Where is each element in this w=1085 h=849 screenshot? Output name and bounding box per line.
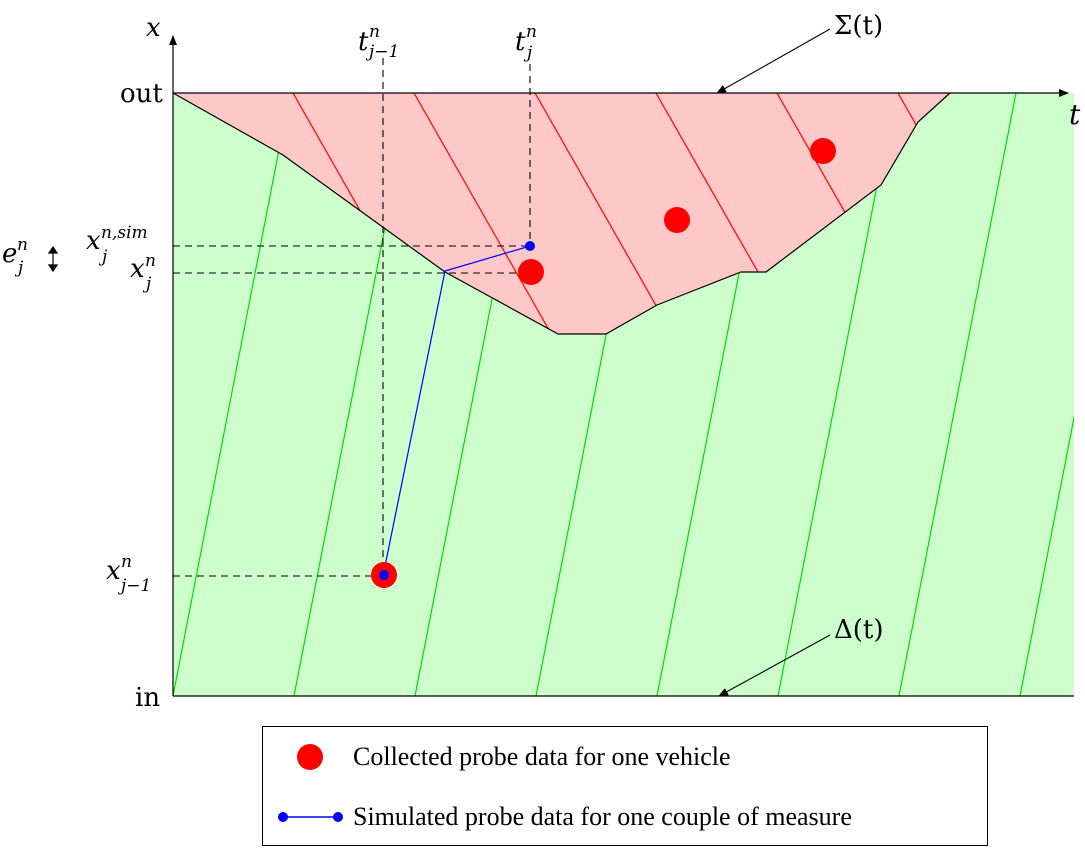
svg-text:n: n [526,22,537,42]
svg-text:t: t [358,27,369,57]
svg-text:n: n [369,22,380,42]
guide-lines [173,58,531,577]
svg-text:n: n [121,552,132,572]
upper-boundary-label: Σ(t) [834,11,883,41]
svg-text:j−1: j−1 [365,42,399,62]
simulated-marker-icon [278,812,343,822]
out-label: out [120,79,163,109]
svg-text:j−1: j−1 [117,576,151,596]
svg-text:x: x [86,226,101,256]
svg-text:j: j [523,43,533,63]
in-label: in [135,683,160,713]
sigma-pointer-arrow [716,28,831,94]
error-label: e n j [2,235,28,278]
legend-item-collected: Collected probe data for one vehicle [263,737,987,777]
legend-item-simulated: Simulated probe data for one couple of m… [263,797,987,837]
x-meas-label: x n j [130,251,156,294]
svg-text:j: j [98,247,108,267]
svg-text:x: x [106,556,121,586]
lower-boundary-label: Δ(t) [834,615,884,645]
svg-text:j: j [142,274,152,294]
svg-text:n: n [17,235,28,255]
x-sim-label: x n,sim j [86,223,148,267]
free-flow-region [173,93,1074,696]
congested-region [173,93,950,334]
shock-boundary [172,92,951,335]
probe-point [518,259,544,285]
simulated-point [379,570,389,580]
svg-text:x: x [130,254,145,284]
legend-label-simulated: Simulated probe data for one couple of m… [353,802,852,831]
svg-text:n,sim: n,sim [101,223,148,243]
t-prev-label: t n j−1 [358,22,399,62]
legend: Collected probe data for one vehicle Sim… [262,726,988,846]
x-prev-label: x n j−1 [106,552,151,596]
probe-point [664,207,690,233]
svg-text:n: n [145,251,156,271]
probe-marker-icon [297,744,323,770]
probe-point [810,138,836,164]
delta-pointer-arrow [718,634,831,697]
simulated-trajectory [382,245,531,577]
svg-text:j: j [14,258,24,278]
x-axis-label: x [146,13,161,43]
t-axis-label: t [1069,98,1081,131]
simulated-point [525,241,535,251]
svg-text:t: t [515,27,526,57]
error-double-arrow-icon [47,245,59,273]
t-curr-label: t n j [515,22,537,63]
legend-label-collected: Collected probe data for one vehicle [353,742,731,771]
svg-text:e: e [2,239,17,269]
